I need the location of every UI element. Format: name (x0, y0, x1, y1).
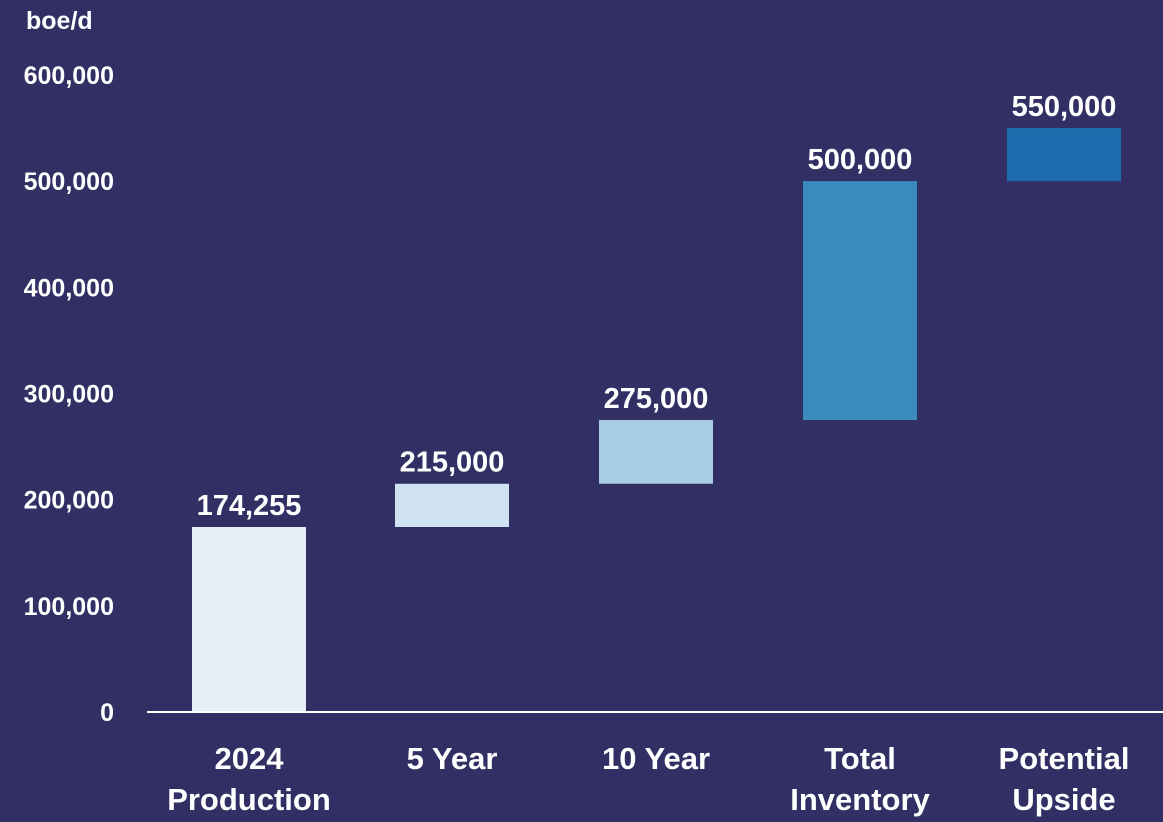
y-axis-ticks: 0 100,000 200,000 300,000 400,000 500,000 600,… (24, 62, 114, 727)
bar-series (192, 128, 1121, 712)
x-tick-label: Upside (1012, 782, 1115, 817)
bar-value-label: 215,000 (400, 447, 505, 479)
bar-value-label: 500,000 (808, 144, 913, 176)
x-tick-label: Total (824, 741, 896, 776)
value-labels: 174,255 215,000 275,000 500,000 550,000 (197, 91, 1117, 522)
bar-value-label: 550,000 (1012, 91, 1117, 123)
bar (803, 181, 917, 421)
bar (599, 420, 713, 484)
bar (395, 483, 509, 527)
x-tick-label: Potential (999, 741, 1130, 776)
y-axis-unit-label: boe/d (26, 7, 93, 35)
y-tick-label: 300,000 (24, 381, 114, 409)
y-tick-label: 200,000 (24, 487, 114, 515)
x-tick-label: 5 Year (407, 741, 498, 776)
x-tick-label: Inventory (790, 782, 930, 817)
y-tick-label: 100,000 (24, 593, 114, 621)
bar-value-label: 275,000 (604, 383, 709, 415)
y-tick-label: 0 (100, 699, 114, 727)
y-tick-label: 400,000 (24, 274, 114, 302)
bar (1007, 128, 1121, 182)
x-tick-label: 2024 (215, 741, 285, 776)
bar-value-label: 174,255 (197, 490, 302, 522)
bar (192, 526, 306, 712)
x-tick-label: 10 Year (602, 741, 710, 776)
y-tick-label: 600,000 (24, 62, 114, 90)
y-tick-label: 500,000 (24, 168, 114, 196)
x-axis-labels: 2024 Production 5 Year 10 Year Total Inventor… (167, 741, 1129, 817)
x-tick-label: Production (167, 782, 331, 817)
